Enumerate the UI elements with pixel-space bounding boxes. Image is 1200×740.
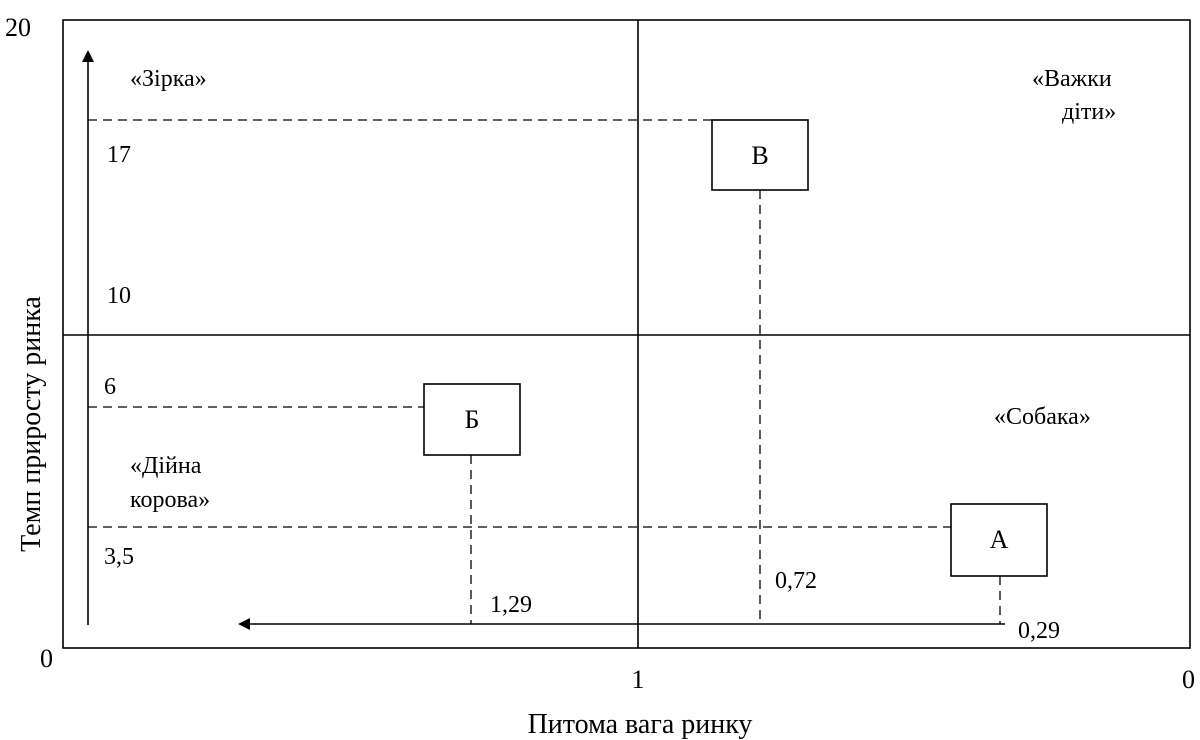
y-tick-10: 10 xyxy=(107,283,131,309)
quadrant-label-cow-line2: корова» xyxy=(130,487,210,513)
product-box-a xyxy=(950,503,1048,577)
y-tick-6: 6 xyxy=(104,374,116,400)
quadrant-label-dog: «Собака» xyxy=(994,404,1091,430)
x-right-label: 0 xyxy=(1182,665,1195,694)
product-label-a: А xyxy=(990,525,1009,554)
y-max-label: 20 xyxy=(5,13,31,42)
product-label-b: Б xyxy=(465,405,480,434)
x-value-0-72: 0,72 xyxy=(775,568,817,594)
y-tick-3-5: 3,5 xyxy=(104,544,134,570)
quadrant-label-star: «Зірка» xyxy=(130,66,207,92)
product-label-v: В xyxy=(751,141,768,170)
x-axis-title: Питома вага ринку xyxy=(528,709,753,740)
quadrant-label-problem-line2: діти» xyxy=(1062,99,1116,125)
x-value-0-29: 0,29 xyxy=(1018,618,1060,644)
x-mid-label: 1 xyxy=(632,665,645,694)
y-tick-17: 17 xyxy=(107,142,131,168)
quadrant-label-problem-line1: «Важки xyxy=(1032,66,1112,92)
quadrant-label-cow-line1: «Дійна xyxy=(130,453,202,479)
matrix-frame xyxy=(62,19,1191,649)
product-box-b xyxy=(423,383,521,456)
y-axis-title: Темп приросту ринка xyxy=(16,296,47,552)
x-value-1-29: 1,29 xyxy=(490,592,532,618)
product-box-v xyxy=(711,119,809,191)
y-min-label: 0 xyxy=(40,644,53,673)
